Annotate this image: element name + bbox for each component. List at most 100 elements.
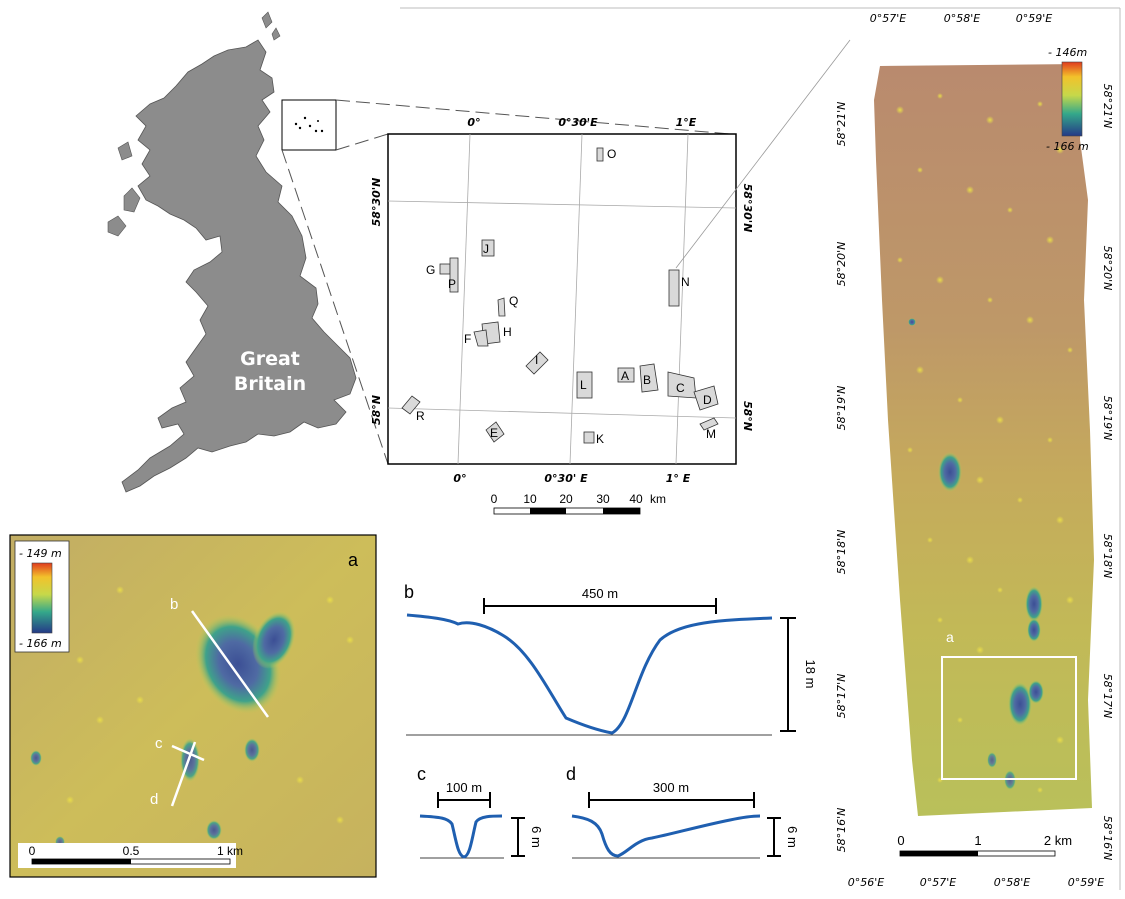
profile-c: c 100 m 6 m (417, 764, 544, 859)
great-britain-map: Great Britain (107, 11, 357, 493)
detail-bottom-tick-2: 0°57'E (920, 876, 957, 889)
site-label-r: R (416, 409, 425, 423)
inset-a-label: a (946, 629, 954, 645)
detail-top-tick-1: 0°57'E (870, 12, 907, 25)
overview-right-tick-1: 58°30'N (741, 184, 754, 233)
overview-map: 0° 0°30'E 1°E 0° 0°30' E 1° E 58°30'N 58… (370, 116, 754, 515)
detail-right-tick-3: 58°19'N (1101, 396, 1114, 441)
overview-left-tick-2: 58°N (370, 395, 383, 425)
detail-bottom-tick-1: 0°56'E (848, 876, 885, 889)
locator-box (281, 99, 731, 465)
site-label-o: O (607, 147, 616, 161)
site-label-l: L (580, 378, 587, 392)
panel-a-legend-max: - 149 m (19, 547, 62, 560)
detail-left-tick-5: 58°17'N (835, 674, 848, 719)
panel-a-scale-1: 1 km (217, 844, 243, 858)
overview-scale-20: 20 (559, 492, 573, 506)
detail-top-tick-3: 0°59'E (1016, 12, 1053, 25)
overview-scale-10: 10 (523, 492, 537, 506)
site-label-m: M (706, 427, 716, 441)
overview-scale-40: 40 (629, 492, 643, 506)
profile-b-label: b (404, 582, 414, 602)
gb-label-line2: Britain (234, 373, 306, 395)
panel-a-legend: - 149 m - 166 m (14, 540, 70, 653)
profile-b-width: 450 m (582, 586, 618, 601)
site-label-i: I (535, 353, 538, 367)
profile-b-line (190, 610, 270, 718)
site-label-a: A (621, 369, 629, 383)
detail-right-tick-5: 58°17'N (1101, 674, 1114, 719)
profile-c-height: 6 m (529, 826, 544, 848)
detail-left-tick-2: 58°20'N (835, 242, 848, 287)
detail-scale-0: 0 (897, 833, 904, 848)
site-label-e: E (490, 426, 498, 440)
detail-left-tick-6: 58°16'N (835, 808, 848, 853)
profile-c-line (171, 744, 205, 762)
site-label-g: G (426, 263, 435, 277)
detail-bottom-tick-4: 0°59'E (1068, 876, 1105, 889)
profile-d: d 300 m 6 m (566, 764, 800, 859)
detail-scale-1: 1 (974, 833, 981, 848)
detail-scalebar: 0 1 2 km (897, 833, 1072, 857)
site-label-c: C (676, 381, 685, 395)
profile-d-label: d (566, 764, 576, 784)
detail-right-tick-6: 58°16'N (1101, 816, 1114, 861)
detail-map: a - 146m - 166 m 0°57'E 0°58'E 0°59'E 0°… (835, 12, 1114, 889)
site-label-n: N (681, 275, 690, 289)
profile-b-curve (406, 613, 773, 735)
detail-left-tick-1: 58°21'N (835, 102, 848, 147)
overview-top-tick-3: 1°E (676, 116, 697, 129)
site-label-b: B (643, 373, 651, 387)
profile-d-line (170, 741, 197, 807)
panel-a-label: a (348, 550, 359, 570)
profile-c-label: c (417, 764, 426, 784)
overview-right-tick-2: 58°N (741, 401, 754, 431)
detail-legend: - 146m - 166 m (1046, 46, 1089, 153)
profile-d-width: 300 m (653, 780, 689, 795)
overview-scale-unit: km (650, 492, 666, 506)
gb-label-line1: Great (240, 348, 300, 370)
detail-right-tick-4: 58°18'N (1101, 534, 1114, 579)
site-label-p: P (448, 277, 456, 291)
detail-legend-max: - 146m (1048, 46, 1087, 59)
panel-a-scalebar: 0 0.5 1 km (18, 843, 243, 868)
overview-scale-0: 0 (491, 492, 498, 506)
site-label-f: F (464, 332, 471, 346)
detail-bottom-tick-3: 0°58'E (994, 876, 1031, 889)
overview-bottom-tick-2: 0°30' E (544, 472, 588, 485)
detail-top-tick-2: 0°58'E (944, 12, 981, 25)
detail-left-tick-4: 58°18'N (835, 530, 848, 575)
detail-right-tick-1: 58°21'N (1101, 84, 1114, 129)
site-label-h: H (503, 325, 512, 339)
panel-a-scale-05: 0.5 (123, 844, 140, 858)
detail-right-tick-2: 58°20'N (1101, 246, 1114, 291)
overview-scale-30: 30 (596, 492, 610, 506)
panel-a: b c d a - 149 m - 166 m 0 0.5 1 km (9, 534, 377, 878)
overview-scalebar: 0 10 20 30 40 km (491, 492, 666, 515)
inset-a-box (941, 656, 1077, 780)
profile-c-curve (419, 814, 503, 859)
profile-d-height: 6 m (785, 826, 800, 848)
panel-a-scale-0: 0 (29, 844, 36, 858)
site-label-q: Q (509, 294, 518, 308)
detail-left-tick-3: 58°19'N (835, 386, 848, 431)
overview-left-tick-1: 58°30'N (370, 178, 383, 227)
site-label-j: J (483, 242, 489, 256)
overview-top-tick-1: 0° (467, 116, 480, 129)
overview-bottom-tick-3: 1° E (666, 472, 691, 485)
profile-b-height: 18 m (803, 660, 818, 689)
site-label-d: D (703, 393, 712, 407)
profile-b: b 450 m 18 m (404, 582, 818, 736)
panel-a-legend-min: - 166 m (19, 637, 62, 650)
panel-a-profile-c: c (155, 735, 163, 752)
panel-a-profile-d: d (150, 791, 158, 808)
panel-a-profile-b: b (170, 596, 178, 613)
overview-bottom-tick-1: 0° (453, 472, 466, 485)
profile-c-width: 100 m (446, 780, 482, 795)
detail-legend-min: - 166 m (1046, 140, 1089, 153)
overview-top-tick-2: 0°30'E (558, 116, 598, 129)
profile-d-curve (571, 814, 761, 858)
site-label-k: K (596, 432, 604, 446)
detail-scale-2: 2 km (1044, 833, 1072, 848)
